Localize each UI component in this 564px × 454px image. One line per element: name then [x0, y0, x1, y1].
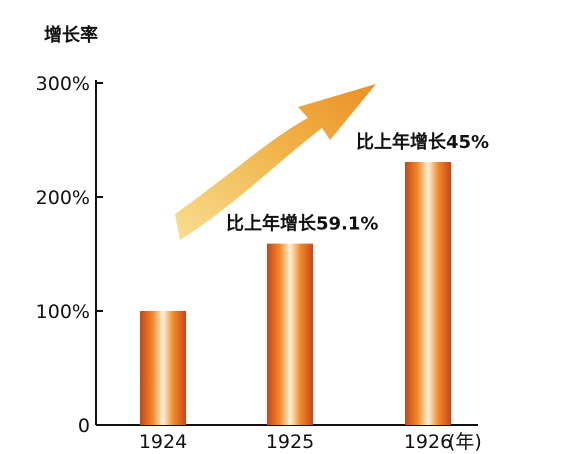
bar-1926	[405, 162, 451, 425]
x-tick-label: 1924	[139, 431, 187, 453]
x-axis-unit: (年)	[448, 431, 482, 453]
y-axis-label: 增长率	[44, 24, 98, 46]
x-tick-label: 1925	[266, 431, 314, 453]
y-tick-label: 100%	[36, 301, 90, 323]
bar-annotation: 比上年增长59.1%	[226, 213, 378, 235]
y-tick-label: 200%	[36, 187, 90, 209]
bar-annotation: 比上年增长45%	[356, 131, 489, 153]
bar-1924	[140, 311, 186, 425]
y-tick-label: 0	[78, 415, 90, 437]
trend-arrow	[175, 84, 376, 240]
y-tick-label: 300%	[36, 73, 90, 95]
bar-1925	[267, 243, 313, 425]
x-tick-label: 1926	[404, 431, 452, 453]
